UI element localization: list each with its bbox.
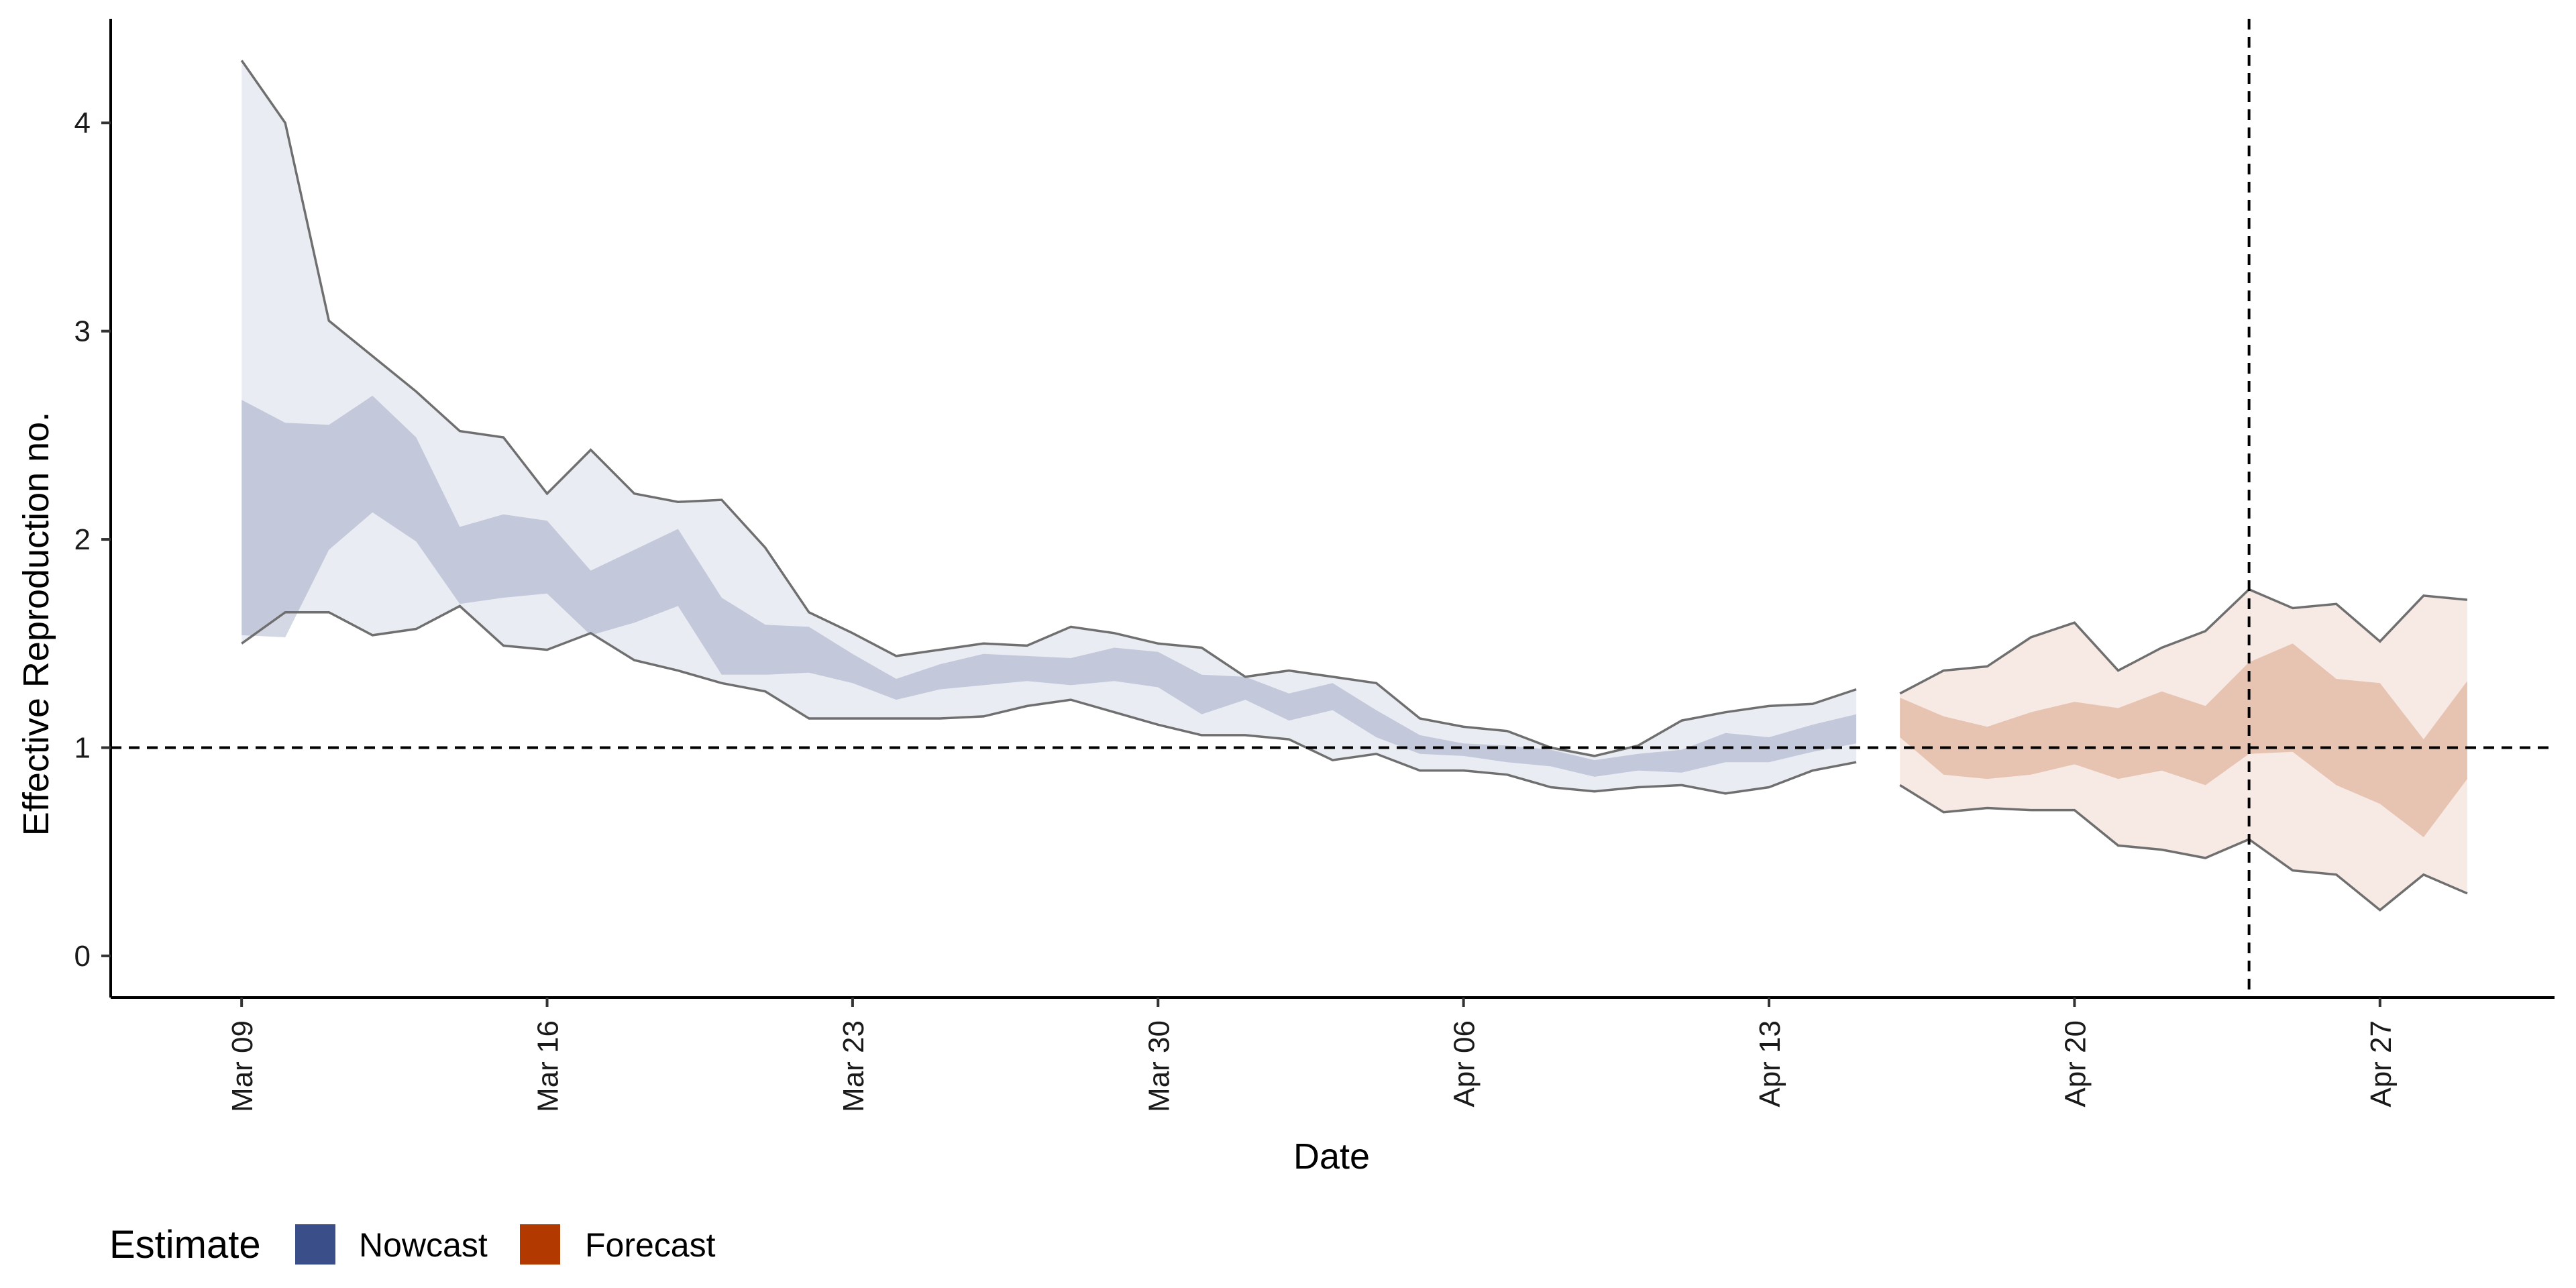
x-tick-label-mar-30: Mar 30	[1142, 1020, 1175, 1112]
legend-swatch-nowcast	[295, 1224, 335, 1265]
y-axis-title: Effective Reproduction no.	[16, 412, 56, 836]
nowcast-upper-line	[240, 60, 1857, 757]
y-tick-label-0: 0	[74, 940, 91, 973]
y-tick-label-2: 2	[74, 523, 91, 556]
nowcast-lower-line	[241, 604, 1857, 795]
legend-label-nowcast: Nowcast	[359, 1226, 488, 1264]
x-tick-label-mar-23: Mar 23	[837, 1020, 870, 1112]
legend-label-forecast: Forecast	[585, 1226, 716, 1264]
x-axis-title: Date	[1293, 1136, 1370, 1177]
x-tick-label-apr-27: Apr 27	[2365, 1020, 2398, 1108]
axes	[109, 19, 2555, 999]
tick-marks	[101, 121, 2381, 1007]
y-tick-label-3: 3	[74, 315, 91, 348]
x-tick-label-apr-06: Apr 06	[1448, 1020, 1481, 1108]
legend: Estimate Nowcast Forecast	[109, 1223, 716, 1267]
x-tick-label-apr-13: Apr 13	[1754, 1020, 1786, 1108]
forecast-outer-band	[1900, 589, 2467, 910]
x-tick-label-apr-20: Apr 20	[2059, 1020, 2092, 1108]
y-tick-label-4: 4	[74, 107, 91, 140]
estimate-bands	[240, 60, 2468, 912]
x-tick-label-mar-09: Mar 09	[226, 1020, 259, 1112]
legend-swatch-forecast	[520, 1224, 560, 1265]
reference-lines	[111, 19, 2555, 998]
forecast-upper-line	[1899, 588, 2468, 695]
forecast-inner-band	[1900, 643, 2467, 837]
forecast-lower-line	[1899, 784, 2468, 912]
nowcast-outer-band	[241, 60, 1857, 794]
nowcast-inner-band	[241, 395, 1857, 777]
x-tick-label-mar-16: Mar 16	[532, 1020, 565, 1112]
y-tick-label-1: 1	[74, 731, 91, 764]
legend-title: Estimate	[109, 1223, 261, 1267]
